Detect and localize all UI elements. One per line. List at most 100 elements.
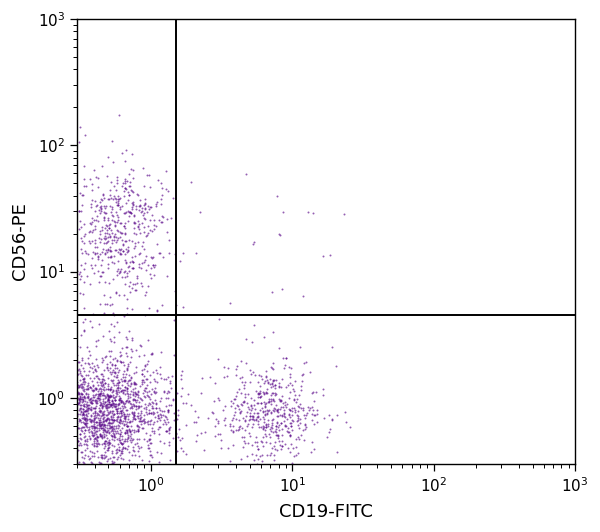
Point	[42, 456, 52, 465]
Point	[98, 380, 107, 388]
Point	[83, 403, 92, 412]
Point	[77, 191, 87, 200]
Point	[79, 393, 89, 402]
Point	[84, 236, 94, 245]
Point	[38, 369, 48, 378]
Point	[107, 419, 116, 428]
Point	[136, 417, 146, 425]
Point	[260, 403, 270, 411]
Point	[176, 371, 185, 379]
Point	[296, 431, 305, 439]
Point	[53, 392, 63, 401]
Point	[266, 397, 275, 405]
Point	[52, 412, 62, 421]
Point	[171, 310, 181, 318]
Point	[98, 398, 107, 407]
Point	[92, 399, 101, 408]
Point	[57, 368, 67, 376]
Point	[9, 487, 19, 496]
Point	[65, 239, 74, 248]
Point	[102, 229, 112, 237]
Point	[71, 426, 80, 434]
Point	[114, 418, 124, 426]
Point	[172, 447, 182, 455]
Point	[88, 368, 98, 376]
Point	[82, 402, 92, 411]
Point	[85, 395, 94, 403]
Point	[174, 425, 184, 433]
Point	[100, 412, 109, 421]
Point	[231, 392, 241, 400]
Point	[62, 421, 72, 430]
Point	[91, 411, 100, 419]
Point	[140, 311, 150, 320]
Point	[100, 429, 109, 438]
Point	[94, 390, 104, 398]
Point	[165, 456, 175, 464]
Point	[146, 389, 155, 398]
Point	[55, 352, 65, 360]
Point	[87, 448, 97, 456]
Point	[169, 416, 178, 425]
Point	[67, 201, 76, 210]
Point	[269, 404, 278, 413]
Point	[89, 393, 99, 401]
Point	[220, 420, 230, 429]
Point	[79, 408, 88, 416]
Point	[255, 393, 265, 402]
Point	[103, 394, 112, 402]
Point	[48, 384, 58, 393]
Point	[143, 392, 153, 401]
Point	[268, 395, 278, 403]
Point	[52, 373, 61, 382]
Point	[102, 402, 112, 410]
Point	[122, 364, 132, 372]
Point	[88, 359, 97, 367]
Point	[97, 432, 106, 440]
Point	[63, 402, 73, 410]
Point	[125, 207, 134, 216]
Point	[41, 386, 50, 394]
Point	[143, 222, 152, 230]
Point	[181, 421, 191, 429]
Point	[138, 424, 148, 433]
Point	[25, 491, 35, 499]
Point	[116, 451, 125, 460]
Point	[261, 367, 271, 375]
Point	[341, 408, 350, 416]
Point	[79, 414, 89, 423]
Point	[127, 256, 137, 265]
Point	[80, 394, 90, 402]
Point	[97, 420, 106, 429]
Point	[244, 428, 254, 437]
Point	[85, 347, 94, 356]
Point	[95, 421, 104, 430]
Point	[98, 191, 108, 200]
Point	[107, 239, 117, 247]
Point	[89, 386, 98, 394]
Point	[120, 417, 130, 425]
Point	[230, 408, 240, 417]
Point	[118, 388, 128, 397]
Point	[290, 377, 300, 385]
Point	[73, 383, 83, 391]
Point	[116, 218, 125, 227]
Point	[94, 416, 104, 425]
Point	[72, 371, 82, 379]
Point	[65, 413, 75, 421]
Point	[94, 433, 103, 441]
Point	[130, 401, 139, 409]
Point	[56, 352, 66, 361]
Point	[200, 428, 209, 436]
Point	[104, 230, 114, 238]
Point	[109, 431, 119, 439]
Point	[85, 417, 95, 425]
Point	[250, 401, 259, 409]
Point	[94, 234, 104, 243]
Point	[149, 225, 159, 234]
Point	[131, 389, 140, 397]
Point	[59, 383, 68, 391]
Point	[107, 300, 117, 308]
Point	[231, 426, 241, 434]
Point	[40, 406, 49, 414]
